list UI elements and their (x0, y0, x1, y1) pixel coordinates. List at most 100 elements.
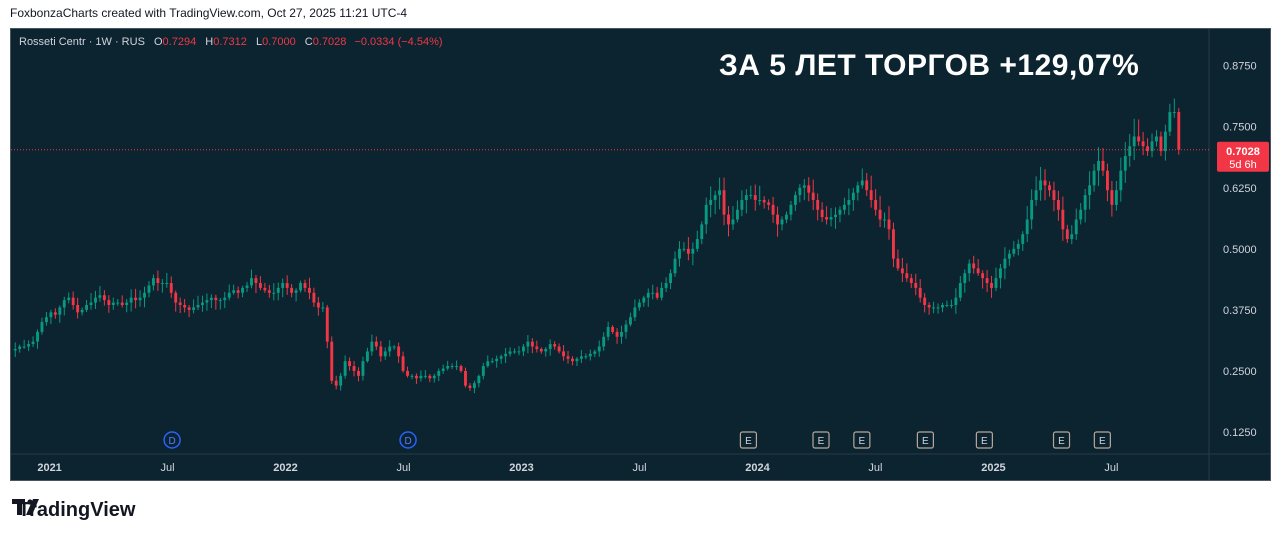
dividend-marker (399, 431, 417, 449)
candle-body (111, 302, 115, 306)
candle-body (481, 366, 485, 376)
candle-body (936, 307, 940, 309)
candle-body (428, 375, 432, 379)
earnings-marker (1093, 431, 1111, 449)
candle-body (985, 278, 989, 284)
candle-body (932, 307, 936, 309)
candle-body (401, 356, 405, 371)
dividend-marker-label: D (168, 436, 175, 447)
candle-body (1137, 136, 1141, 142)
candle-body (785, 214, 788, 220)
current-price-value: 0.7028 (1226, 146, 1260, 158)
candle-body (1003, 258, 1007, 269)
candle-body (735, 209, 739, 220)
candle-body (646, 292, 650, 298)
candle-body (495, 358, 499, 362)
candle-body (67, 297, 71, 301)
candle-body (611, 326, 615, 332)
candle-body (312, 292, 316, 303)
candle-body (201, 302, 204, 306)
candle-body (80, 309, 84, 313)
candle-body (865, 180, 869, 191)
time-tick-label: 2021 (37, 462, 61, 474)
price-tick-label: 0.5000 (1223, 244, 1257, 256)
candle-body (18, 346, 22, 349)
candle-body (958, 283, 962, 298)
time-tick-label: 2022 (273, 462, 297, 474)
candle-body (13, 348, 17, 351)
candle-body (1043, 180, 1047, 186)
candle-body (633, 307, 637, 318)
tradingview-logo[interactable]: TradingView (12, 499, 135, 522)
candle-body (464, 370, 467, 386)
candle-body (945, 305, 949, 307)
candle-body (334, 380, 338, 386)
candle-body (802, 185, 806, 188)
candle-body (143, 292, 146, 298)
price-tick-label: 0.6250 (1223, 183, 1257, 195)
chart-panel[interactable]: 0.8750 0.7500 0.6250 0.5000 0.3750 0.2500 0.12… (10, 28, 1271, 481)
candle-body (272, 292, 276, 294)
earnings-marker-label: E (745, 436, 752, 447)
candle-body (1114, 190, 1118, 205)
candle-body (513, 351, 516, 353)
candle-body (842, 204, 846, 210)
candle-body (1025, 219, 1029, 235)
candle-body (392, 346, 396, 348)
candle-body (1172, 112, 1176, 114)
candle-body (446, 366, 450, 369)
earnings-marker-label: E (922, 436, 929, 447)
candle-body (1128, 146, 1132, 157)
candle-body (811, 192, 815, 200)
candle-body (838, 209, 842, 215)
current-price-tag (1217, 141, 1269, 172)
candle-body (695, 239, 699, 249)
candle-body (419, 375, 423, 379)
candle-body (160, 283, 164, 285)
candle-body (263, 287, 267, 291)
earnings-marker (739, 431, 758, 449)
candle-body (1039, 180, 1043, 191)
candle-body (343, 361, 347, 376)
candlestick-chart[interactable]: 0.8750 0.7500 0.6250 0.5000 0.3750 0.2500 0.12… (11, 29, 1270, 480)
ohlc-legend: Rosseti Centr · 1W · RUS O0.7294 H0.7312… (19, 36, 443, 48)
close-value: 0.7028 (312, 36, 347, 48)
candle-body (521, 346, 525, 352)
candle-body (147, 285, 151, 293)
candle-body (294, 290, 298, 293)
candle-body (1048, 185, 1051, 191)
candle-body (432, 375, 436, 379)
candle-body (285, 283, 289, 288)
candle-body (290, 287, 294, 293)
candle-body (1056, 199, 1060, 210)
candle-body (1088, 185, 1092, 196)
price-tick-label: 0.1250 (1223, 427, 1257, 439)
candle-body (1079, 209, 1083, 220)
candle-body (370, 341, 374, 352)
candle-body (887, 219, 891, 230)
earnings-marker-label: E (818, 436, 825, 447)
candle-body (526, 341, 530, 347)
candle-body (856, 185, 860, 193)
candle-body (963, 273, 967, 284)
candle-body (441, 368, 445, 371)
candle-body (40, 322, 44, 332)
earnings-marker (975, 431, 993, 449)
candle-body (165, 283, 169, 285)
candle-body (267, 290, 271, 293)
candle-body (223, 297, 227, 301)
candle-body (339, 375, 343, 386)
candle-body (793, 195, 797, 205)
candle-body (954, 297, 958, 306)
change-value: −0.0334 (−4.54%) (354, 36, 443, 48)
candle-body (477, 375, 481, 384)
candle-body (869, 190, 873, 200)
candle-body (415, 375, 418, 379)
candle-body (544, 348, 548, 352)
candle-body (847, 199, 851, 205)
candle-body (615, 331, 619, 337)
candle-body (918, 287, 922, 298)
candle-body (628, 317, 632, 325)
candle-body (1034, 190, 1038, 200)
low-label: L (255, 36, 263, 48)
